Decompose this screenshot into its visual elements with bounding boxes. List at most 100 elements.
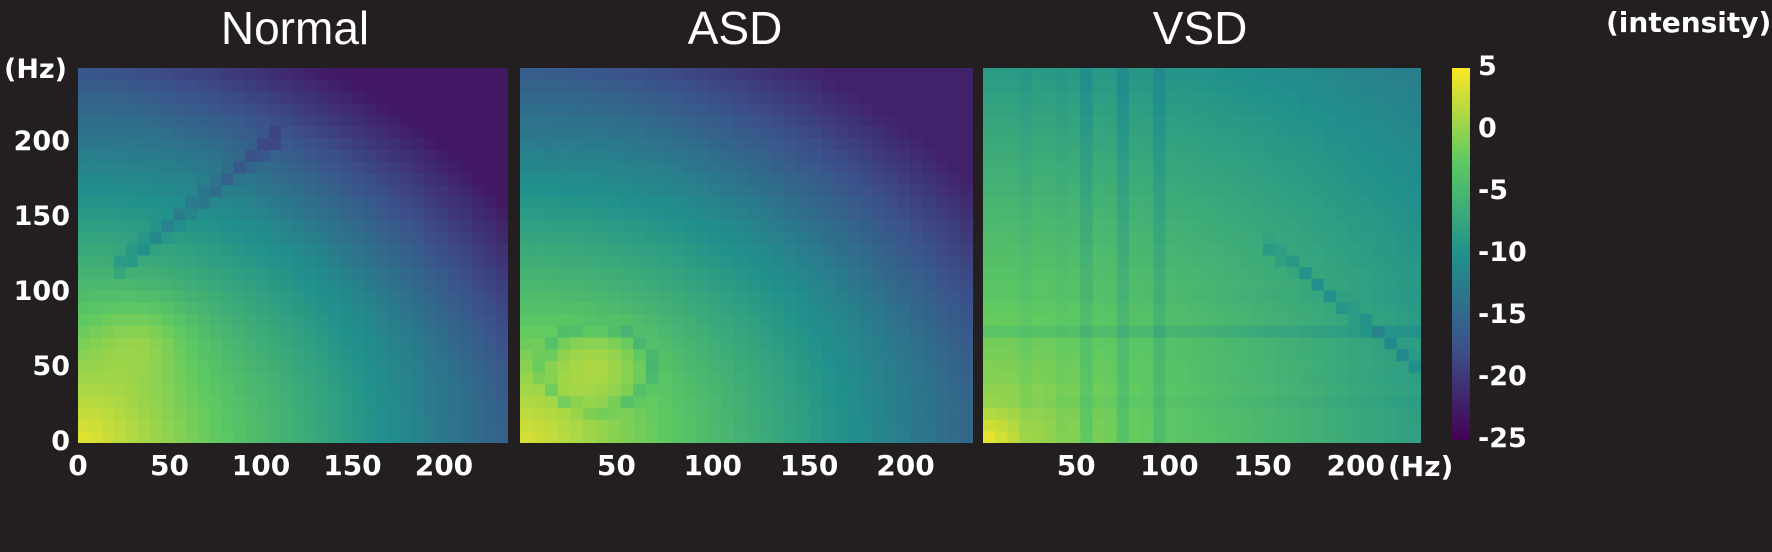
heatmap-cell-vsd (1189, 290, 1203, 303)
heatmap-cell-asd (545, 337, 559, 350)
heatmap-cell-vsd (1116, 185, 1130, 198)
heatmap-cell-normal (185, 267, 199, 280)
heatmap-cell-vsd (1092, 360, 1106, 374)
heatmap-cell-vsd (1335, 103, 1349, 116)
heatmap-cell-normal (101, 173, 115, 186)
heatmap-cell-asd (897, 114, 911, 128)
heatmap-cell-normal (245, 161, 258, 175)
heatmap-cell-normal (436, 103, 449, 116)
heatmap-cell-normal (233, 173, 246, 186)
heatmap-cell-asd (733, 419, 748, 432)
heatmap-cell-normal (304, 138, 318, 151)
heatmap-cell-asd (582, 267, 597, 280)
heatmap-cell-normal (352, 126, 366, 139)
heatmap-cell-normal (340, 232, 354, 245)
heatmap-cell-vsd (1250, 150, 1264, 163)
heatmap-cell-normal (197, 79, 210, 93)
heatmap-cell-vsd (1214, 243, 1227, 257)
heatmap-cell-normal (185, 290, 199, 303)
heatmap-cell-normal (400, 290, 414, 303)
heatmap-cell-vsd (1104, 407, 1118, 421)
heatmap-cell-asd (935, 337, 949, 350)
heatmap-cell-normal (436, 372, 449, 386)
heatmap-cell-normal (281, 372, 294, 386)
heatmap-cell-asd (708, 337, 722, 350)
heatmap-cell-asd (746, 360, 760, 374)
heatmap-cell-normal (364, 325, 378, 339)
heatmap-cell-asd (960, 349, 973, 362)
heatmap-cell-vsd (1287, 419, 1300, 432)
heatmap-cell-normal (245, 173, 258, 186)
heatmap-cell-vsd (1384, 360, 1398, 374)
heatmap-cell-asd (872, 150, 886, 163)
heatmap-cell-asd (960, 337, 973, 350)
heatmap-cell-vsd (1129, 290, 1142, 303)
heatmap-cell-vsd (1189, 220, 1203, 233)
panel-title-normal: Normal (220, 2, 370, 54)
heatmap-cell-normal (340, 407, 354, 421)
heatmap-cell-normal (436, 267, 449, 280)
heatmap-cell-vsd (1311, 278, 1325, 292)
heatmap-cell-normal (316, 396, 330, 409)
heatmap-cell-normal (448, 196, 461, 210)
heatmap-cell-normal (304, 278, 318, 292)
heatmap-cell-normal (185, 173, 199, 186)
heatmap-cell-vsd (1250, 255, 1264, 268)
x-tick-label: 150 (1233, 449, 1292, 482)
heatmap-cell-asd (595, 278, 609, 292)
heatmap-cell-vsd (1275, 138, 1288, 151)
heatmap-cell-asd (683, 185, 697, 198)
heatmap-cell-normal (412, 243, 425, 257)
heatmap-cell-normal (257, 325, 270, 339)
heatmap-cell-vsd (1068, 325, 1081, 339)
heatmap-cell-vsd (1007, 384, 1021, 397)
heatmap-cell-asd (708, 360, 722, 374)
heatmap-cell-normal (376, 431, 390, 443)
heatmap-cell-asd (545, 173, 559, 186)
heatmap-cell-vsd (1262, 185, 1276, 198)
heatmap-cell-asd (922, 208, 936, 221)
heatmap-cell-asd (809, 68, 823, 81)
heatmap-cell-asd (658, 185, 672, 198)
heatmap-cell-vsd (1007, 220, 1021, 233)
heatmap-cell-vsd (1238, 384, 1252, 397)
heatmap-cell-normal (448, 314, 461, 327)
heatmap-cell-normal (125, 138, 139, 151)
heatmap-cell-vsd (1384, 243, 1398, 257)
heatmap-cell-asd (922, 126, 936, 139)
heatmap-cell-vsd (1262, 325, 1276, 339)
heatmap-cell-asd (582, 431, 597, 443)
heatmap-cell-asd (532, 290, 546, 303)
heatmap-cell-normal (424, 232, 437, 245)
heatmap-cell-asd (759, 419, 773, 432)
heatmap-cell-normal (424, 384, 437, 397)
heatmap-cell-normal (101, 407, 115, 421)
heatmap-cell-vsd (1396, 337, 1410, 350)
heatmap-cell-asd (859, 150, 873, 163)
heatmap-cell-vsd (1031, 314, 1045, 327)
heatmap-cell-asd (809, 185, 823, 198)
heatmap-cell-normal (137, 79, 151, 93)
heatmap-cell-vsd (1408, 267, 1421, 280)
heatmap-cell-asd (897, 372, 911, 386)
heatmap-cell-normal (460, 431, 473, 443)
heatmap-cell-normal (197, 419, 210, 432)
heatmap-cell-vsd (1007, 79, 1021, 93)
heatmap-cell-asd (633, 372, 647, 386)
heatmap-cell-vsd (1007, 255, 1021, 268)
heatmap-cell-asd (922, 138, 936, 151)
colorbar-tick-label: -15 (1478, 299, 1527, 330)
heatmap-cell-asd (532, 103, 546, 116)
heatmap-cell-normal (78, 431, 91, 443)
heatmap-cell-normal (352, 396, 366, 409)
heatmap-cell-vsd (1068, 196, 1081, 210)
heatmap-cell-asd (947, 337, 962, 350)
heatmap-cell-asd (771, 302, 785, 315)
heatmap-cell-asd (721, 278, 735, 292)
heatmap-cell-vsd (1043, 349, 1057, 362)
heatmap-cell-vsd (1262, 419, 1276, 432)
heatmap-cell-asd (834, 384, 848, 397)
heatmap-cell-asd (532, 360, 546, 374)
heatmap-cell-vsd (995, 396, 1008, 409)
heatmap-cell-asd (633, 290, 647, 303)
